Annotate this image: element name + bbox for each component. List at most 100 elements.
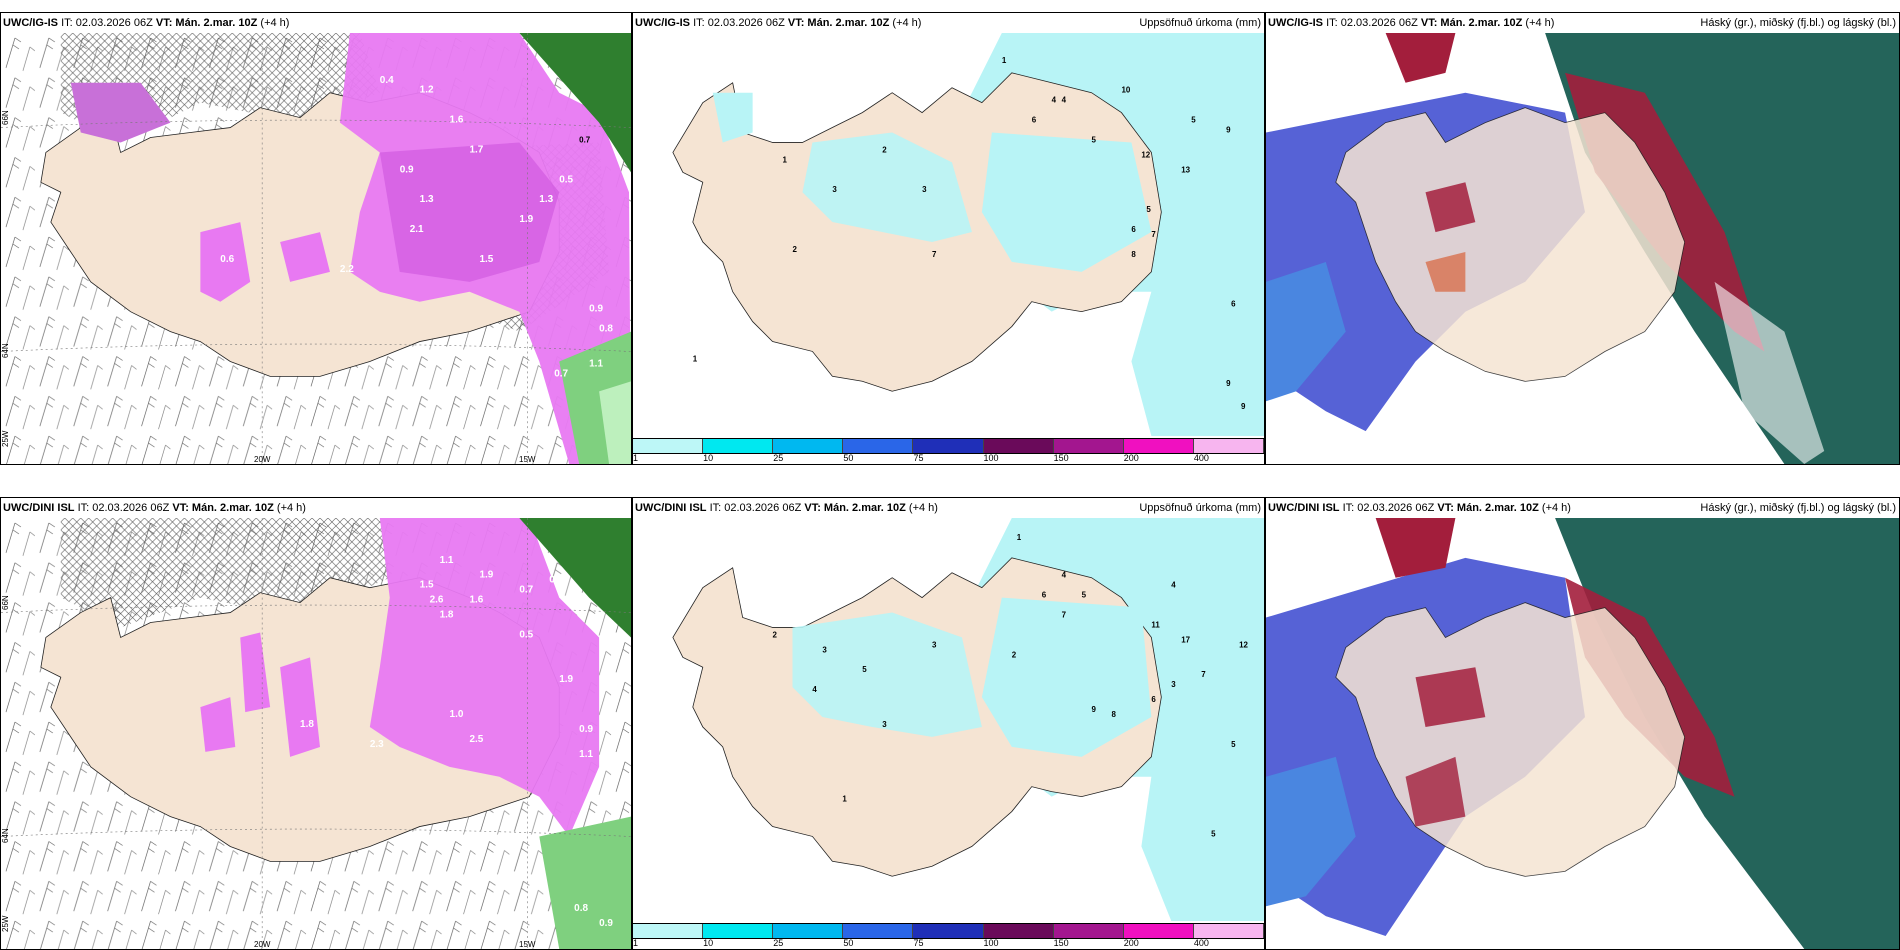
colorbar-swatch: [1053, 924, 1124, 938]
svg-text:1.3: 1.3: [539, 194, 553, 205]
svg-text:1.3: 1.3: [420, 194, 434, 205]
panel-wind-precip-igis: UWC/IG-IS IT: 02.03.2026 06Z VT: Mán. 2.…: [0, 12, 632, 465]
svg-text:5: 5: [862, 665, 867, 674]
colorbar-tick-label: 50: [843, 938, 854, 948]
colorbar-swatch: [843, 439, 914, 453]
colorbar-swatch: [1193, 439, 1264, 453]
map-area: 1.1 1.9 1.5 2.6 1.8 1.6 0.7 0.5 0.9 1.8 …: [1, 518, 631, 949]
model-name: UWC/DINI ISL: [3, 502, 75, 514]
init-time: IT: 02.03.2026 06Z: [693, 17, 785, 29]
svg-text:3: 3: [882, 720, 887, 729]
svg-text:1.8: 1.8: [440, 610, 454, 621]
svg-text:0.5: 0.5: [519, 629, 533, 640]
svg-text:6: 6: [1151, 695, 1156, 704]
map-area: 1 2 3 4 5 6 7 8 9 10 12 13 6 5 9 4 3 2 1…: [633, 33, 1264, 436]
valid-time: VT: Mán. 2.mar. 10Z: [804, 502, 906, 514]
init-time: IT: 02.03.2026 06Z: [77, 502, 170, 514]
model-name: UWC/DINI ISL: [635, 502, 707, 514]
colorbar-swatch: [983, 439, 1054, 453]
svg-text:1: 1: [1002, 56, 1007, 65]
panel-title: Uppsöfnuð úrkoma (mm): [1139, 17, 1261, 29]
colorbar-swatch: [633, 924, 704, 938]
svg-text:5: 5: [1211, 829, 1216, 838]
svg-text:1.7: 1.7: [470, 144, 484, 155]
lat-label-64n: 64N: [1, 828, 10, 843]
svg-text:2.3: 2.3: [370, 739, 384, 750]
svg-text:3: 3: [832, 185, 837, 194]
model-name: UWC/IG-IS: [635, 17, 690, 29]
svg-text:2.1: 2.1: [410, 224, 424, 235]
colorbar-swatch: [983, 924, 1054, 938]
lat-label-25w: 25W: [1, 915, 10, 932]
svg-text:17: 17: [1181, 635, 1190, 644]
lon-label-15w: 15W: [519, 455, 536, 464]
colorbar-tick-label: 100: [983, 453, 999, 463]
colorbar-tick-label: 1: [633, 938, 639, 948]
colorbar-tick-label: 150: [1053, 453, 1069, 463]
svg-text:5: 5: [1146, 205, 1151, 214]
svg-text:0.5: 0.5: [559, 174, 573, 185]
panel-title: Uppsöfnuð úrkoma (mm): [1139, 502, 1261, 514]
lon-label-20w: 20W: [254, 455, 271, 464]
init-time: IT: 02.03.2026 06Z: [1342, 502, 1435, 514]
colorbar-swatch: [1123, 924, 1194, 938]
svg-text:2.2: 2.2: [340, 264, 354, 275]
svg-text:2: 2: [792, 245, 797, 254]
svg-text:0.9: 0.9: [579, 724, 593, 735]
svg-text:12: 12: [1141, 150, 1150, 159]
svg-text:1: 1: [783, 155, 788, 164]
colorbar-swatch: [1053, 439, 1124, 453]
svg-text:8: 8: [1111, 710, 1116, 719]
colorbar-swatch: [1193, 924, 1264, 938]
colorbar-tick-label: 25: [773, 453, 784, 463]
colorbar-swatch: [773, 924, 844, 938]
iceland-land: [1335, 107, 1686, 382]
panel-accum-precip-igis: UWC/IG-IS IT: 02.03.2026 06Z VT: Mán. 2.…: [632, 12, 1265, 465]
valid-time: VT: Mán. 2.mar. 10Z: [155, 17, 258, 29]
colorbar-swatch: [913, 924, 984, 938]
lead-time: (+4 h): [892, 17, 922, 29]
svg-text:2: 2: [773, 630, 778, 639]
svg-text:2.5: 2.5: [470, 734, 484, 745]
lead-time: (+4 h): [1525, 17, 1555, 29]
svg-text:1.5: 1.5: [479, 254, 493, 265]
colorbar-swatch: [843, 924, 914, 938]
lead-time: (+4 h): [276, 502, 306, 514]
precip-value-labels: 1.1 1.9 1.5 2.6 1.8 1.6 0.7 0.5 0.9 1.8 …: [300, 555, 613, 929]
panel-header: UWC/DINI ISL IT: 02.03.2026 06Z VT: Mán.…: [633, 498, 1264, 518]
svg-text:3: 3: [932, 640, 937, 649]
init-time: IT: 02.03.2026 06Z: [61, 17, 153, 29]
svg-text:0.4: 0.4: [380, 75, 394, 86]
svg-text:7: 7: [1201, 670, 1206, 679]
lat-label-64n: 64N: [1, 343, 10, 358]
svg-text:13: 13: [1181, 165, 1190, 174]
precip-colorbar: 1 10 25 50 75 100 150 200 400: [633, 436, 1264, 464]
panel-header: UWC/DINI ISL IT: 02.03.2026 06Z VT: Mán.…: [1, 498, 631, 518]
precip-value-labels: 1.2 1.6 1.7 0.9 1.3 2.1 1.9 1.5 0.7 0.5 …: [220, 75, 613, 380]
panel-clouds-dini: UWC/DINI ISL IT: 02.03.2026 06Z VT: Mán.…: [1265, 497, 1900, 950]
svg-text:9: 9: [1092, 705, 1097, 714]
svg-text:6: 6: [1042, 591, 1047, 600]
svg-text:9: 9: [1241, 402, 1246, 411]
colorbar-tick-label: 50: [843, 453, 854, 463]
svg-text:1: 1: [693, 354, 698, 363]
svg-text:5: 5: [1082, 591, 1087, 600]
svg-text:7: 7: [1151, 230, 1156, 239]
svg-text:4: 4: [1052, 96, 1057, 105]
svg-text:1.2: 1.2: [420, 85, 434, 96]
svg-text:4: 4: [1062, 96, 1067, 105]
colorbar-tick-label: 200: [1123, 938, 1139, 948]
svg-text:1.0: 1.0: [450, 709, 464, 720]
svg-text:1: 1: [1017, 533, 1022, 542]
map-area: 1.2 1.6 1.7 0.9 1.3 2.1 1.9 1.5 0.7 0.5 …: [1, 33, 631, 464]
svg-text:0.6: 0.6: [220, 254, 234, 265]
accum-value-labels: 1 2 3 4 5 6 7 8 9 10 12 13 6 5 9 4 3 2 1…: [693, 56, 1246, 411]
colorbar-tick-label: 400: [1193, 453, 1209, 463]
colorbar-swatch: [773, 439, 844, 453]
svg-text:6: 6: [1131, 225, 1136, 234]
colorbar-tick-label: 10: [703, 453, 714, 463]
colorbar-swatch: [703, 439, 774, 453]
svg-text:1.9: 1.9: [559, 674, 573, 685]
svg-text:5: 5: [1092, 135, 1097, 144]
svg-text:3: 3: [922, 185, 927, 194]
